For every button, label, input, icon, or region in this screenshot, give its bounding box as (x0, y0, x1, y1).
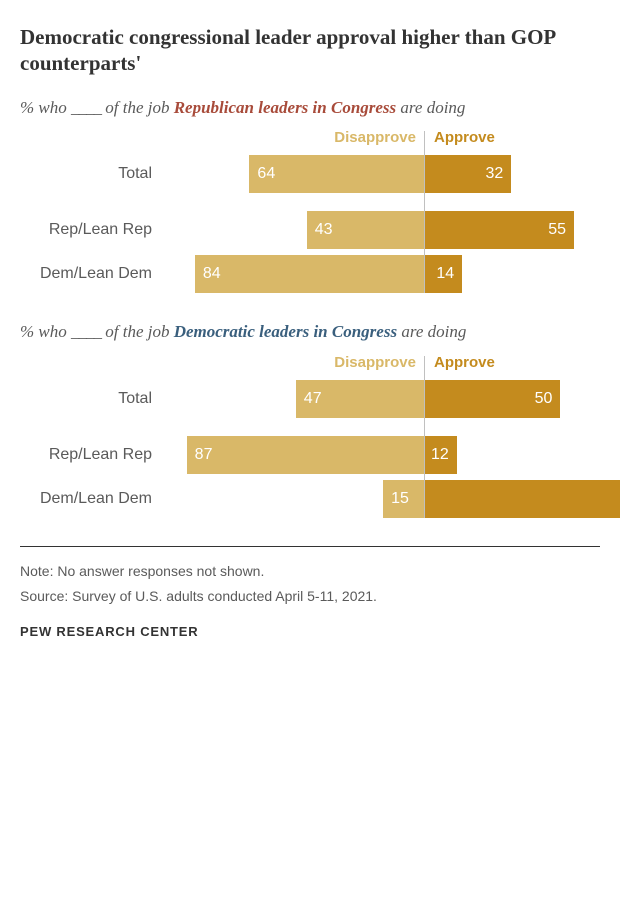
charts-container: % who ____ of the job Republican leaders… (20, 97, 600, 519)
table-row: Total6432 (20, 155, 600, 193)
legend: DisapproveApprove (20, 129, 600, 151)
note-line-1: Note: No answer responses not shown. (20, 561, 600, 581)
approve-bar: 50 (424, 380, 560, 418)
chart-subtitle: % who ____ of the job Republican leaders… (20, 97, 600, 120)
note-line-2: Source: Survey of U.S. adults conducted … (20, 586, 600, 606)
source-footer: PEW RESEARCH CENTER (20, 624, 600, 639)
table-row: Dem/Lean Dem8414 (20, 255, 600, 293)
row-label: Dem/Lean Dem (20, 490, 160, 508)
table-row: Rep/Lean Rep4355 (20, 211, 600, 249)
disapprove-bar: 84 (195, 255, 424, 293)
disapprove-bar: 15 (383, 480, 424, 518)
legend-disapprove: Disapprove (334, 354, 424, 371)
row-label: Dem/Lean Dem (20, 265, 160, 283)
chart-title: Democratic congressional leader approval… (20, 24, 600, 77)
row-label: Rep/Lean Rep (20, 221, 160, 239)
bar-area: 4750 (160, 380, 600, 418)
disapprove-bar: 87 (187, 436, 424, 474)
diverging-bar-chart: Total4750Rep/Lean Rep8712Dem/Lean Dem158… (20, 380, 600, 518)
row-label: Total (20, 165, 160, 183)
table-row: Total4750 (20, 380, 600, 418)
disapprove-bar: 64 (249, 155, 424, 193)
approve-bar: 14 (424, 255, 462, 293)
bar-area: 8712 (160, 436, 600, 474)
bar-area: 6432 (160, 155, 600, 193)
bar-area: 8414 (160, 255, 600, 293)
axis-line (424, 131, 425, 293)
bar-area: 1584 (160, 480, 600, 518)
row-label: Rep/Lean Rep (20, 446, 160, 464)
approve-bar: 32 (424, 155, 511, 193)
legend-approve: Approve (424, 354, 495, 371)
legend-disapprove: Disapprove (334, 129, 424, 146)
legend: DisapproveApprove (20, 354, 600, 376)
table-row: Rep/Lean Rep8712 (20, 436, 600, 474)
chart-subtitle: % who ____ of the job Democratic leaders… (20, 321, 600, 344)
legend-approve: Approve (424, 129, 495, 146)
approve-bar: 12 (424, 436, 457, 474)
table-row: Dem/Lean Dem1584 (20, 480, 600, 518)
bar-area: 4355 (160, 211, 600, 249)
disapprove-bar: 43 (307, 211, 424, 249)
approve-bar: 55 (424, 211, 574, 249)
axis-line (424, 356, 425, 518)
footer-divider (20, 546, 600, 547)
disapprove-bar: 47 (296, 380, 424, 418)
diverging-bar-chart: Total6432Rep/Lean Rep4355Dem/Lean Dem841… (20, 155, 600, 293)
row-label: Total (20, 390, 160, 408)
approve-bar: 84 (424, 480, 620, 518)
